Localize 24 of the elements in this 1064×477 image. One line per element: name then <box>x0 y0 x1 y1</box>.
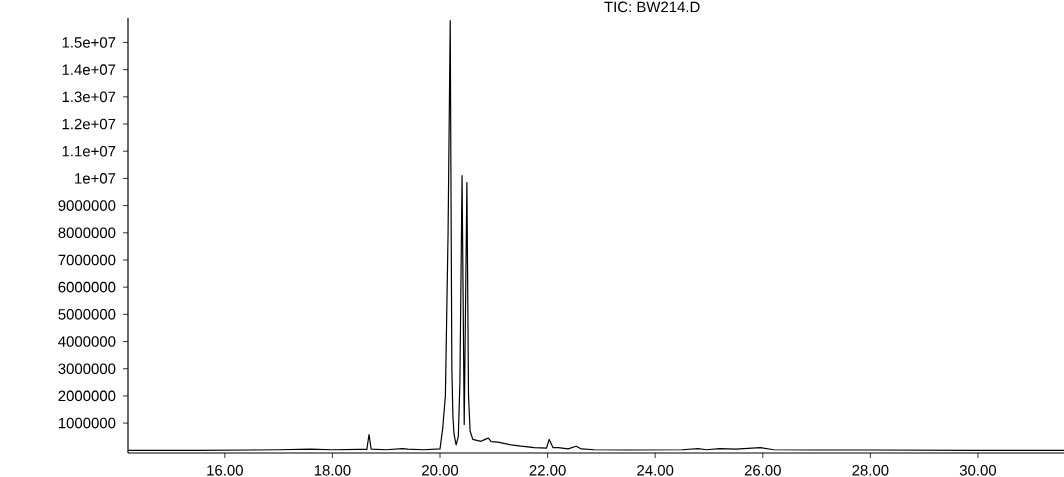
x-tick-label: 28.00 <box>852 465 889 476</box>
y-tick-label: 1.5e+07 <box>62 37 116 48</box>
y-tick-label: 4000000 <box>58 336 116 347</box>
y-tick-label: 2000000 <box>58 390 116 402</box>
y-tick-label: 3000000 <box>58 363 116 375</box>
x-tick-label: 18.00 <box>314 465 351 476</box>
chart-title: TIC: BW214.D <box>604 1 700 13</box>
y-tick-label: 1.3e+07 <box>62 91 116 103</box>
x-tick-label: 26.00 <box>744 465 781 476</box>
x-tick-label: 24.00 <box>637 465 674 476</box>
x-tick-label: 16.00 <box>207 465 243 476</box>
y-tick-label: 6000000 <box>58 281 116 293</box>
x-tick-label: 30.00 <box>959 465 997 476</box>
y-tick-label: 1e+07 <box>75 173 116 184</box>
y-tick-label: 1.1e+07 <box>62 145 116 157</box>
x-tick-label: 22.00 <box>529 465 566 476</box>
y-tick-label: 1.2e+07 <box>62 118 116 130</box>
y-tick-label: 1.4e+07 <box>62 64 116 75</box>
x-tick-label: 20.00 <box>422 465 459 476</box>
y-tick-label: 7000000 <box>58 254 116 266</box>
y-tick-label: 5000000 <box>58 309 116 320</box>
y-tick-label: 1000000 <box>58 417 116 429</box>
y-tick-label: 8000000 <box>58 227 116 239</box>
y-tick-label: 9000000 <box>58 200 116 211</box>
